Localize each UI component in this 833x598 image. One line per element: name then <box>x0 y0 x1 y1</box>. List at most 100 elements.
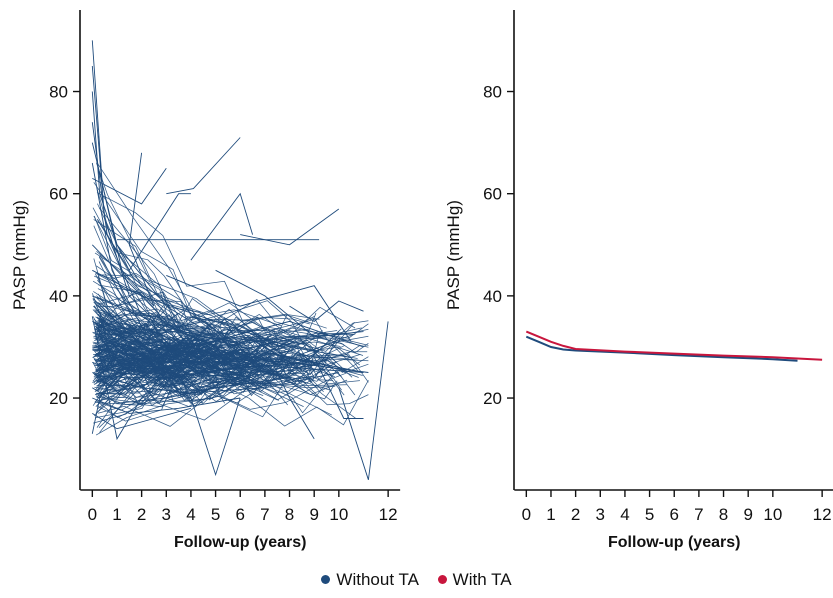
x-tick-label: 7 <box>260 505 269 524</box>
series-line <box>92 407 192 430</box>
y-tick-label: 80 <box>483 83 502 102</box>
series-line <box>96 316 286 366</box>
series-line <box>99 311 201 364</box>
y-tick-label: 60 <box>49 185 68 204</box>
legend: Without TA With TA <box>0 570 833 590</box>
series-line <box>96 161 237 367</box>
series-line <box>95 344 272 387</box>
y-tick-label: 20 <box>483 389 502 408</box>
x-tick-label: 7 <box>694 505 703 524</box>
y-tick-label: 20 <box>49 389 68 408</box>
series-line <box>97 350 272 396</box>
series-line <box>96 354 264 404</box>
series-line <box>166 137 241 195</box>
x-tick-label: 8 <box>285 505 294 524</box>
series-line <box>166 274 352 343</box>
x-tick-label: 12 <box>813 505 832 524</box>
series-line <box>240 208 340 246</box>
legend-marker-icon <box>321 575 331 585</box>
x-axis-title: Follow-up (years) <box>608 534 740 551</box>
series-line <box>95 379 247 436</box>
series-line <box>96 367 306 393</box>
legend-label: Without TA <box>336 570 419 589</box>
series-line <box>313 357 364 419</box>
x-tick-label: 10 <box>329 505 348 524</box>
series-line <box>95 320 369 384</box>
series-line <box>94 345 212 371</box>
x-tick-label: 9 <box>743 505 752 524</box>
series-line <box>99 321 212 341</box>
series-line <box>97 314 369 365</box>
series-line <box>95 351 333 404</box>
plot-area <box>525 330 823 362</box>
x-tick-label: 2 <box>137 505 146 524</box>
x-tick-label: 6 <box>235 505 244 524</box>
series-line <box>94 347 186 385</box>
series-line <box>97 324 327 372</box>
series-line <box>264 346 315 440</box>
x-tick-label: 4 <box>620 505 629 524</box>
series-line <box>96 192 320 322</box>
series-line <box>95 326 210 353</box>
series-line <box>92 293 310 358</box>
series-line <box>93 225 369 356</box>
y-axis-title: PASP (mmHg) <box>444 200 463 310</box>
y-tick-label: 80 <box>49 83 68 102</box>
x-tick-label: 4 <box>186 505 195 524</box>
series-line <box>97 349 309 388</box>
series-line <box>96 162 327 364</box>
series-line <box>94 308 356 419</box>
series-line <box>92 331 213 360</box>
series-line <box>92 207 268 363</box>
series-line <box>94 328 309 419</box>
x-tick-label: 5 <box>211 505 220 524</box>
series-line <box>92 298 202 347</box>
series-line <box>95 343 359 378</box>
series-line <box>94 329 245 349</box>
x-tick-label: 0 <box>88 505 97 524</box>
legend-item-with-ta: With TA <box>437 570 512 590</box>
y-axis-title: PASP (mmHg) <box>10 200 29 310</box>
legend-marker-icon <box>437 575 447 585</box>
legend-item-without-ta: Without TA <box>321 570 419 590</box>
series-line <box>190 192 254 261</box>
series-line <box>94 357 311 406</box>
x-tick-label: 3 <box>596 505 605 524</box>
series-line <box>96 193 191 272</box>
series-line <box>93 323 369 383</box>
y-tick-label: 40 <box>483 287 502 306</box>
series-line <box>95 369 244 390</box>
y-tick-label: 40 <box>49 287 68 306</box>
series-line <box>97 203 272 364</box>
series-line <box>94 252 282 327</box>
x-tick-label: 6 <box>669 505 678 524</box>
series-line <box>93 182 358 371</box>
x-tick-label: 12 <box>379 505 398 524</box>
x-tick-label: 9 <box>309 505 318 524</box>
series-line <box>338 321 389 480</box>
series-line <box>97 375 284 395</box>
x-tick-label: 10 <box>763 505 782 524</box>
series-line <box>94 317 340 374</box>
series-line <box>91 40 155 307</box>
x-tick-label: 8 <box>719 505 728 524</box>
x-tick-label: 1 <box>112 505 121 524</box>
series-line <box>94 275 362 348</box>
series-line <box>92 353 308 389</box>
x-tick-label: 5 <box>645 505 654 524</box>
series-line <box>96 295 369 378</box>
series-line <box>96 328 342 392</box>
x-tick-label: 1 <box>546 505 555 524</box>
series-line <box>96 339 286 375</box>
series-line <box>98 256 224 322</box>
x-tick-label: 3 <box>162 505 171 524</box>
series-line <box>93 258 233 330</box>
x-tick-label: 0 <box>522 505 531 524</box>
x-axis-title: Follow-up (years) <box>174 534 306 551</box>
series-line <box>98 284 336 389</box>
x-tick-label: 2 <box>571 505 580 524</box>
plot-area <box>91 40 389 480</box>
